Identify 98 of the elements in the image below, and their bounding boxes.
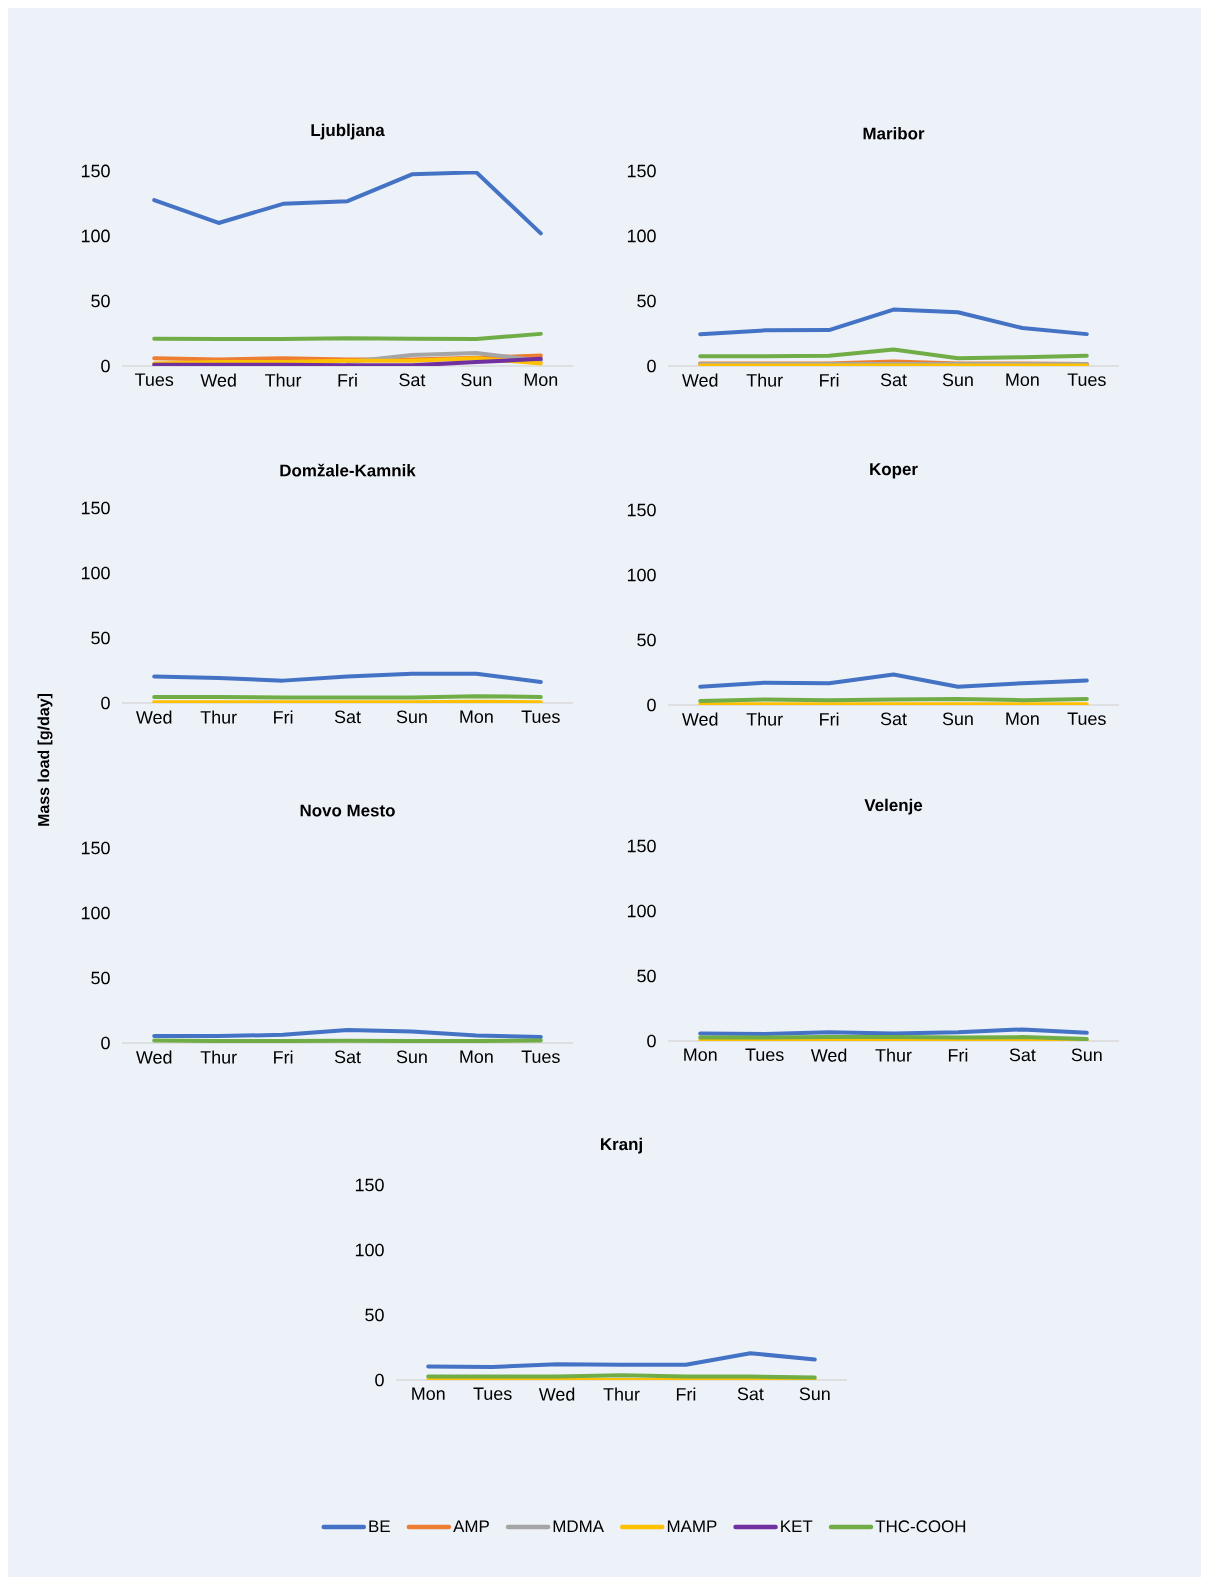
x-tick-label: Fri [274, 1050, 293, 1064]
chart-title: Velenje [864, 798, 923, 815]
y-tick-label: 100 [81, 566, 110, 580]
y-tick-label: 150 [81, 164, 110, 178]
y-tick-label: 150 [355, 1178, 384, 1192]
x-tick-label: Sun [942, 373, 973, 387]
chart-title: Domžale-Kamnik [280, 463, 416, 477]
x-tick-label: Mon [460, 710, 493, 724]
x-tick-label: Sun [942, 712, 973, 726]
y-tick-label: 150 [81, 841, 110, 855]
y-tick-label: 0 [375, 1373, 384, 1387]
legend-label: THC-COOH [875, 1520, 966, 1533]
y-tick-label: 150 [81, 501, 110, 515]
chart-title: Novo Mesto [300, 804, 395, 817]
x-tick-label: Sat [880, 712, 907, 726]
legend-label: AMP [453, 1520, 489, 1533]
line-series [698, 307, 1089, 337]
x-tick-label: Sat [880, 373, 907, 387]
x-tick-label: Fri [820, 712, 839, 726]
legend-label: MDMA [553, 1520, 604, 1533]
x-tick-label: Fri [676, 1387, 696, 1401]
x-tick-label: Sat [737, 1387, 764, 1401]
y-tick-label: 50 [637, 294, 656, 308]
x-tick-label: Tues [1067, 373, 1106, 387]
y-tick-label: 150 [627, 503, 656, 517]
x-tick-label: Sun [396, 710, 427, 724]
x-tick-label: Sun [461, 373, 492, 387]
line-series [426, 1351, 817, 1369]
x-tick-label: Sun [1071, 1048, 1102, 1062]
x-tick-label: Tues [521, 1050, 560, 1064]
x-tick-label: Fri [274, 710, 293, 724]
y-tick-label: 100 [627, 904, 656, 918]
y-tick-label: 50 [91, 294, 110, 308]
x-tick-label: Mon [412, 1387, 445, 1401]
chart-title: Maribor [863, 127, 925, 140]
x-tick-label: Tues [1067, 712, 1106, 726]
x-tick-label: Thur [746, 712, 783, 726]
x-tick-label: Sat [334, 1050, 361, 1064]
line-series [152, 170, 543, 236]
chart-title: Kranj [601, 1137, 642, 1154]
x-tick-label: Sun [799, 1387, 830, 1401]
y-tick-label: 0 [101, 1036, 110, 1050]
x-tick-label: Wed [538, 1387, 575, 1401]
x-tick-label: Fri [948, 1048, 968, 1062]
x-tick-label: Wed [200, 373, 236, 387]
x-tick-label: Mon [1006, 712, 1039, 726]
x-tick-label: Wed [682, 373, 718, 387]
y-tick-label: 0 [647, 698, 656, 712]
x-tick-label: Thur [875, 1048, 912, 1062]
x-tick-label: Mon [460, 1050, 493, 1064]
x-tick-label: Sat [399, 373, 426, 387]
x-tick-label: Sat [1009, 1048, 1036, 1062]
y-tick-label: 50 [365, 1308, 384, 1322]
y-tick-label: 100 [627, 229, 656, 243]
y-tick-label: 50 [91, 971, 110, 985]
legend-label: MAMP [667, 1520, 717, 1533]
x-tick-label: Sat [334, 710, 361, 724]
x-tick-label: Wed [682, 712, 718, 726]
chart-title: Koper [870, 463, 918, 479]
legend-label: BE [369, 1520, 390, 1533]
y-tick-label: 0 [647, 1034, 656, 1048]
x-tick-label: Thur [746, 373, 783, 387]
x-tick-label: Fri [820, 373, 839, 387]
y-tick-label: 100 [627, 568, 656, 582]
y-tick-label: 0 [101, 359, 110, 373]
y-tick-label: 0 [647, 359, 656, 373]
x-tick-label: Thur [603, 1387, 640, 1401]
x-tick-label: Tues [521, 710, 560, 724]
x-tick-label: Tues [473, 1387, 512, 1401]
y-axis-title: Mass load [g/day] [37, 694, 53, 826]
line-series [698, 672, 1089, 689]
line-series [152, 671, 543, 684]
x-tick-label: Mon [1006, 373, 1039, 387]
x-tick-label: Wed [136, 710, 172, 724]
x-tick-label: Mon [524, 373, 558, 387]
x-tick-label: Sun [396, 1050, 427, 1064]
y-tick-label: 150 [627, 839, 656, 853]
y-tick-label: 100 [355, 1243, 384, 1257]
y-tick-label: 100 [81, 906, 110, 920]
y-tick-label: 50 [637, 969, 656, 983]
x-tick-label: Mon [684, 1048, 717, 1062]
y-tick-label: 100 [81, 229, 110, 243]
y-tick-label: 50 [91, 631, 110, 645]
y-tick-label: 150 [627, 164, 656, 178]
x-tick-label: Wed [810, 1048, 847, 1062]
x-tick-label: Wed [136, 1050, 172, 1064]
x-tick-label: Tues [745, 1048, 784, 1062]
x-tick-label: Thur [265, 373, 302, 387]
chart-title: Ljubljana [311, 123, 385, 140]
line-series [698, 347, 1089, 361]
legend-label: KET [781, 1520, 813, 1533]
x-tick-label: Thur [200, 1050, 237, 1064]
line-series [152, 1027, 543, 1039]
x-tick-label: Thur [200, 710, 237, 724]
y-tick-label: 0 [101, 696, 110, 710]
x-tick-label: Fri [338, 373, 357, 387]
x-tick-label: Tues [135, 373, 174, 387]
y-tick-label: 50 [637, 633, 656, 647]
